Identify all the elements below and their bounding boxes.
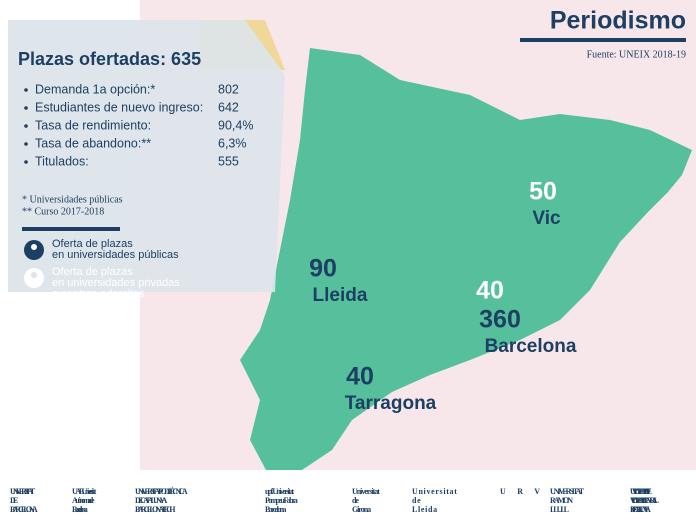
- note: ** Curso 2017-2018: [22, 206, 104, 217]
- stat-value: 802: [218, 82, 239, 96]
- stat-label: Tasa de rendimiento:: [35, 118, 151, 132]
- logo: UNIVERSITAT POLITÈCNICA DE CATALUNYA BARCE…: [135, 486, 188, 514]
- source: Fuente: UNEIX 2018-19: [587, 49, 686, 60]
- stat-label: Estudiantes de nuevo ingreso:: [35, 100, 203, 114]
- city-value: 90: [309, 255, 337, 283]
- legend-icon-head: [31, 244, 37, 250]
- bullet: [24, 88, 28, 92]
- stat-value: 642: [218, 100, 239, 114]
- logo: UVIC UNIVERSITAT DE VIC UNIVERSITAT CENTR…: [630, 487, 659, 514]
- logo: URV: [500, 487, 540, 496]
- title: Periodismo: [550, 7, 686, 35]
- stat-value: 6,3%: [218, 136, 247, 150]
- stat-value: 90,4%: [218, 118, 253, 132]
- legend-label: Oferta de plazas en universidades privada…: [52, 266, 180, 300]
- panel: [8, 20, 285, 292]
- city-value: 40: [346, 363, 374, 391]
- panel-title: Plazas ofertadas: 635: [18, 49, 201, 69]
- stat-value: 555: [218, 154, 239, 168]
- logo: Universitat de Girona: [352, 487, 380, 514]
- logo: upf. Universitat Pompeu Fabra Barcelona: [265, 487, 298, 514]
- bullet: [24, 106, 28, 110]
- logo: UNIVERSITAT RAMON LLULL: [550, 487, 585, 514]
- city-name: Vic: [532, 208, 561, 229]
- logos: UNIVERSITAT DE BARCELONA UAB Universitat Aut…: [10, 486, 659, 514]
- stat-label: Tasa de abandono:**: [35, 136, 151, 150]
- city-value: 360: [479, 306, 521, 334]
- logo: UAB Universitat Autònoma de Barcelona: [72, 487, 97, 514]
- bullet: [24, 142, 28, 146]
- map-catalonia: [240, 48, 692, 470]
- legend: Oferta de plazas en universidades pública…: [24, 238, 180, 300]
- logo-bar: [0, 470, 696, 528]
- city-name: Barcelona: [485, 336, 577, 357]
- bullet: [24, 124, 28, 128]
- note: * Universidades públicas: [22, 194, 123, 205]
- title-underline: [520, 38, 686, 42]
- bullet: [24, 160, 28, 164]
- city-value: 50: [529, 178, 557, 206]
- legend-icon-head: [31, 272, 37, 278]
- logo: Universitat de Lleida: [412, 487, 457, 514]
- logo: UNIVERSITAT DE BARCELONA: [10, 487, 38, 514]
- stat-label: Titulados:: [35, 154, 89, 168]
- legend-label: Oferta de plazas en universidades pública…: [52, 238, 179, 261]
- stat-label: Demanda 1a opción:*: [35, 82, 155, 96]
- city-name: Tarragona: [345, 393, 437, 414]
- city-name: Lleida: [313, 285, 368, 306]
- divider: [22, 227, 120, 231]
- stat-list: Demanda 1a opción:* 802 Estudiantes de nue…: [24, 82, 253, 168]
- city-value: 40: [476, 277, 504, 305]
